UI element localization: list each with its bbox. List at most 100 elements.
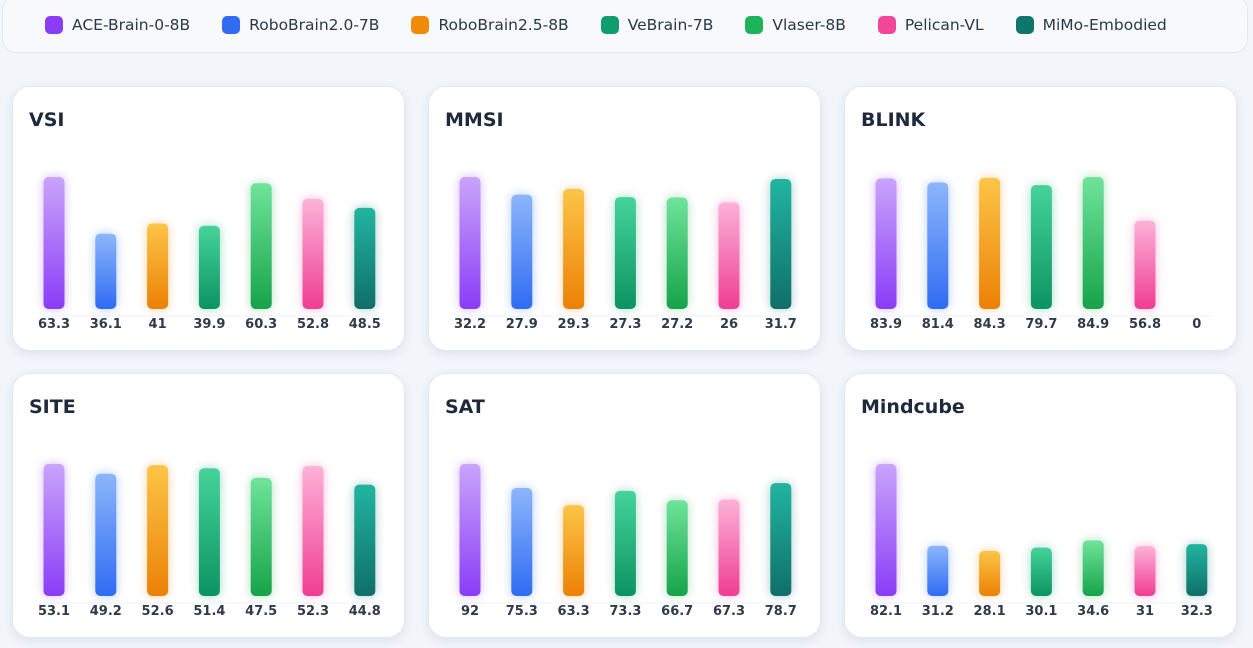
legend-item: VeBrain-7B [600, 15, 714, 34]
bar [95, 233, 117, 309]
bar [250, 477, 272, 596]
data-label: 63.3 [558, 604, 590, 619]
data-label: 39.9 [193, 317, 225, 332]
bar [354, 484, 376, 596]
legend-swatch [745, 15, 764, 34]
bar [979, 550, 1001, 596]
legend-item: ACE-Brain-0-8B [45, 15, 190, 34]
legend-label: RoboBrain2.5-8B [438, 15, 569, 34]
bar [718, 499, 740, 596]
bar [43, 464, 65, 596]
bar [563, 188, 585, 309]
data-label: 36.1 [90, 317, 122, 332]
chart-title: SAT [445, 396, 485, 418]
data-label: 29.3 [558, 317, 590, 332]
data-label: 52.3 [297, 604, 329, 619]
chart-panel-mmsi: MMSI 32.2 27.9 29.3 27.3 27.2 26 31.7 [428, 86, 821, 351]
data-label: 27.3 [609, 317, 641, 332]
chart-panel-mindcube: Mindcube 82.1 31.2 28.1 30.1 34.6 31 32.3 [844, 373, 1237, 638]
bar [875, 464, 897, 596]
data-label: 27.9 [506, 317, 538, 332]
legend-item: MiMo-Embodied [1015, 15, 1167, 34]
data-label: 84.9 [1077, 317, 1109, 332]
data-label: 83.9 [870, 317, 902, 332]
data-label: 49.2 [90, 604, 122, 619]
legend-label: Vlaser-8B [772, 15, 846, 34]
data-label: 32.3 [1181, 604, 1213, 619]
bar [1030, 547, 1052, 596]
chart-panel-blink: BLINK 83.9 81.4 84.3 79.7 84.9 56.8 0 [844, 86, 1237, 351]
bar [927, 182, 949, 309]
data-label: 30.1 [1025, 604, 1057, 619]
legend: ACE-Brain-0-8B RoboBrain2.0-7B RoboBrain2.… [2, 0, 1248, 53]
chart-panel-sat: SAT 92 75.3 63.3 73.3 66.7 67.3 78.7 [428, 373, 821, 638]
bar [302, 198, 324, 309]
bar [666, 197, 688, 309]
legend-label: VeBrain-7B [627, 15, 714, 34]
bar [1030, 185, 1052, 309]
bar [302, 465, 324, 596]
legend-item: RoboBrain2.0-7B [222, 15, 379, 34]
bar [666, 500, 688, 596]
bar [147, 223, 169, 309]
bar [979, 177, 1001, 309]
bar [1134, 220, 1156, 309]
bar [770, 483, 792, 596]
legend-swatch [877, 15, 896, 34]
legend-label: Pelican-VL [904, 15, 984, 34]
bar [1082, 177, 1104, 309]
data-label: 31 [1136, 604, 1154, 619]
bar-chart: 53.1 49.2 52.6 51.4 47.5 52.3 44.8 [38, 464, 381, 619]
legend-swatch [600, 15, 619, 34]
data-label: 52.6 [142, 604, 174, 619]
data-label: 51.4 [193, 604, 225, 619]
bar [614, 490, 636, 596]
data-label: 34.6 [1077, 604, 1109, 619]
data-label: 53.1 [38, 604, 70, 619]
chart-title: VSI [29, 109, 65, 131]
bar [511, 194, 533, 309]
data-label: 44.8 [349, 604, 381, 619]
data-label: 27.2 [661, 317, 693, 332]
data-label: 41 [149, 317, 167, 332]
data-label: 52.8 [297, 317, 329, 332]
legend-swatch [411, 15, 430, 34]
bar [1082, 540, 1104, 596]
chart-title: MMSI [445, 109, 504, 131]
bar [354, 207, 376, 309]
bar [718, 202, 740, 309]
bar [875, 178, 897, 309]
legend-item: RoboBrain2.5-8B [411, 15, 569, 34]
data-label: 73.3 [609, 604, 641, 619]
bar [614, 197, 636, 309]
data-label: 0 [1192, 317, 1201, 332]
data-label: 48.5 [349, 317, 381, 332]
legend-item: Pelican-VL [877, 15, 984, 34]
chart-panel-site: SITE 53.1 49.2 52.6 51.4 47.5 52.3 44.8 [12, 373, 405, 638]
data-label: 60.3 [245, 317, 277, 332]
legend-label: MiMo-Embodied [1042, 15, 1167, 34]
bar-chart: 83.9 81.4 84.3 79.7 84.9 56.8 0 [870, 177, 1211, 332]
legend-swatch [45, 15, 63, 34]
data-label: 26 [720, 317, 738, 332]
legend-swatch [1015, 15, 1034, 34]
bar [459, 177, 481, 309]
bar [927, 545, 949, 596]
legend-item: Vlaser-8B [745, 15, 846, 34]
bar-chart: 32.2 27.9 29.3 27.3 27.2 26 31.7 [454, 177, 797, 332]
bar-chart: 92 75.3 63.3 73.3 66.7 67.3 78.7 [456, 464, 797, 619]
bar [147, 465, 169, 596]
data-label: 81.4 [922, 317, 954, 332]
data-label: 84.3 [974, 317, 1006, 332]
data-label: 79.7 [1025, 317, 1057, 332]
bar [563, 505, 585, 596]
chart-title: BLINK [861, 109, 926, 131]
data-label: 56.8 [1129, 317, 1161, 332]
bar [198, 468, 220, 596]
chart-title: Mindcube [861, 396, 965, 418]
data-label: 31.7 [765, 317, 797, 332]
bar [1134, 546, 1156, 596]
bar [459, 464, 481, 596]
chart-title: SITE [29, 396, 76, 418]
bar [198, 225, 220, 309]
